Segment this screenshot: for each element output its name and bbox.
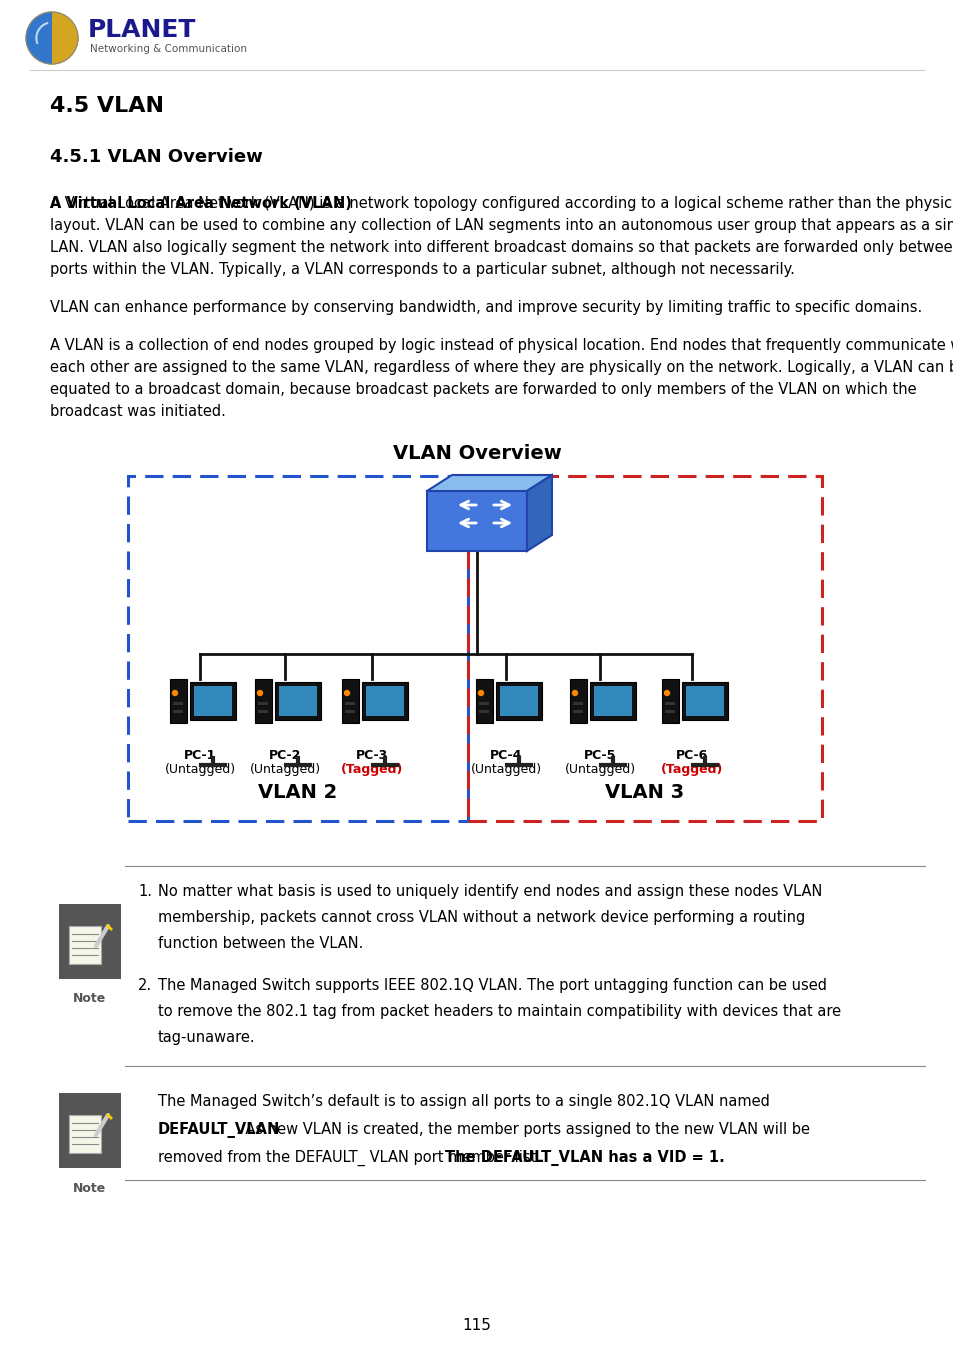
Bar: [278, 686, 316, 716]
Bar: [128, 477, 468, 821]
Bar: [468, 477, 821, 821]
Text: VLAN can enhance performance by conserving bandwidth, and improve security by li: VLAN can enhance performance by conservi…: [50, 300, 922, 315]
Text: DEFAULT_VLAN: DEFAULT_VLAN: [158, 1122, 280, 1138]
Polygon shape: [26, 12, 52, 63]
Circle shape: [572, 690, 577, 695]
Text: PC-2: PC-2: [269, 749, 301, 761]
Text: PC-6: PC-6: [675, 749, 707, 761]
Bar: [257, 710, 268, 713]
Text: The DEFAULT_VLAN has a VID = 1.: The DEFAULT_VLAN has a VID = 1.: [444, 1150, 723, 1166]
Bar: [664, 710, 675, 713]
Bar: [589, 682, 636, 720]
Circle shape: [344, 690, 349, 695]
Bar: [594, 686, 631, 716]
Text: function between the VLAN.: function between the VLAN.: [158, 936, 363, 950]
Text: membership, packets cannot cross VLAN without a network device performing a rout: membership, packets cannot cross VLAN wi…: [158, 910, 804, 925]
Text: layout. VLAN can be used to combine any collection of LAN segments into an auton: layout. VLAN can be used to combine any …: [50, 217, 953, 234]
Text: The Managed Switch supports IEEE 802.1Q VLAN. The port untagging function can be: The Managed Switch supports IEEE 802.1Q …: [158, 977, 826, 994]
Text: The Managed Switch’s default is to assign all ports to a single 802.1Q VLAN name: The Managed Switch’s default is to assig…: [158, 1094, 774, 1108]
Text: PC-1: PC-1: [184, 749, 216, 761]
Bar: [366, 686, 403, 716]
Polygon shape: [526, 475, 552, 551]
Text: Note: Note: [73, 1181, 107, 1195]
Polygon shape: [427, 475, 552, 491]
Text: PC-5: PC-5: [583, 749, 616, 761]
Text: PC-3: PC-3: [355, 749, 388, 761]
Text: (Untagged): (Untagged): [564, 763, 635, 776]
Bar: [661, 679, 679, 724]
Bar: [193, 686, 232, 716]
Text: A VLAN is a collection of end nodes grouped by logic instead of physical locatio: A VLAN is a collection of end nodes grou…: [50, 338, 953, 352]
Bar: [69, 1115, 101, 1153]
Bar: [569, 679, 586, 724]
Bar: [172, 702, 183, 705]
Text: PLANET: PLANET: [88, 18, 196, 42]
Bar: [345, 710, 355, 713]
Bar: [664, 702, 675, 705]
Bar: [478, 710, 489, 713]
Text: VLAN Overview: VLAN Overview: [393, 444, 560, 463]
Text: Note: Note: [73, 992, 107, 1006]
Bar: [681, 682, 727, 720]
Circle shape: [26, 12, 78, 63]
Bar: [496, 682, 541, 720]
Bar: [685, 686, 723, 716]
Text: (Tagged): (Tagged): [660, 763, 722, 776]
Text: (Untagged): (Untagged): [249, 763, 320, 776]
Text: broadcast was initiated.: broadcast was initiated.: [50, 404, 226, 418]
Bar: [345, 702, 355, 705]
Bar: [274, 682, 320, 720]
Bar: [573, 702, 582, 705]
Circle shape: [478, 690, 483, 695]
Text: (Untagged): (Untagged): [164, 763, 235, 776]
Text: VLAN 2: VLAN 2: [258, 783, 337, 802]
Text: to remove the 802.1 tag from packet headers to maintain compatibility with devic: to remove the 802.1 tag from packet head…: [158, 1004, 841, 1019]
Polygon shape: [427, 491, 526, 551]
Bar: [257, 702, 268, 705]
Text: each other are assigned to the same VLAN, regardless of where they are physicall: each other are assigned to the same VLAN…: [50, 360, 953, 375]
Bar: [170, 679, 187, 724]
Bar: [573, 710, 582, 713]
Text: 1.: 1.: [138, 884, 152, 899]
Text: 2.: 2.: [138, 977, 152, 994]
Bar: [361, 682, 408, 720]
Text: Networking & Communication: Networking & Communication: [90, 45, 247, 54]
Bar: [499, 686, 537, 716]
Text: . As new VLAN is created, the member ports assigned to the new VLAN will be: . As new VLAN is created, the member por…: [235, 1122, 809, 1137]
Circle shape: [257, 690, 262, 695]
Bar: [478, 702, 489, 705]
Text: 115: 115: [462, 1318, 491, 1332]
Text: LAN. VLAN also logically segment the network into different broadcast domains so: LAN. VLAN also logically segment the net…: [50, 240, 953, 255]
Text: VLAN 3: VLAN 3: [605, 783, 684, 802]
Circle shape: [664, 690, 669, 695]
Bar: [172, 710, 183, 713]
Bar: [69, 926, 101, 964]
Text: ports within the VLAN. Typically, a VLAN corresponds to a particular subnet, alt: ports within the VLAN. Typically, a VLAN…: [50, 262, 794, 277]
Bar: [190, 682, 235, 720]
Text: removed from the DEFAULT_ VLAN port member list.: removed from the DEFAULT_ VLAN port memb…: [158, 1150, 545, 1166]
Text: 4.5.1 VLAN Overview: 4.5.1 VLAN Overview: [50, 148, 262, 166]
Text: equated to a broadcast domain, because broadcast packets are forwarded to only m: equated to a broadcast domain, because b…: [50, 382, 916, 397]
Text: 4.5 VLAN: 4.5 VLAN: [50, 96, 164, 116]
Bar: [254, 679, 272, 724]
Text: A Virtual Local Area Network (VLAN): A Virtual Local Area Network (VLAN): [50, 196, 352, 211]
Circle shape: [172, 690, 177, 695]
Text: tag-unaware.: tag-unaware.: [158, 1030, 255, 1045]
Bar: [59, 903, 121, 979]
Text: PC-4: PC-4: [489, 749, 521, 761]
Text: No matter what basis is used to uniquely identify end nodes and assign these nod: No matter what basis is used to uniquely…: [158, 884, 821, 899]
Bar: [341, 679, 358, 724]
Bar: [476, 679, 493, 724]
Text: A Virtual Local Area Network (VLAN) is a network topology configured according t: A Virtual Local Area Network (VLAN) is a…: [50, 196, 953, 211]
Bar: [59, 1092, 121, 1168]
Text: (Tagged): (Tagged): [340, 763, 403, 776]
Text: (Untagged): (Untagged): [470, 763, 541, 776]
